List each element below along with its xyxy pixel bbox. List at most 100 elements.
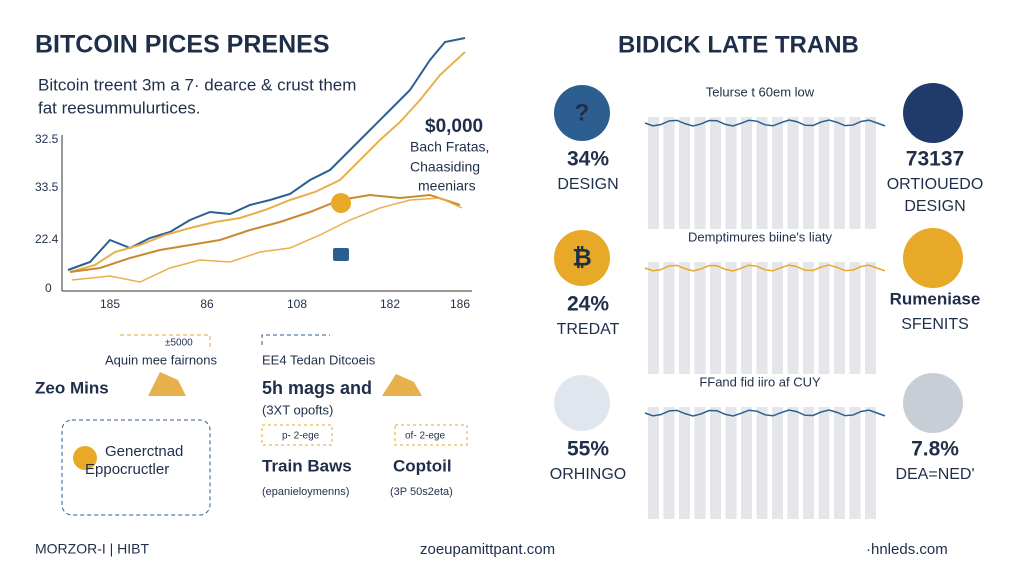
tag-box: [394, 424, 468, 446]
annotation: meeniars: [418, 178, 476, 194]
tag: p- 2-ege: [282, 431, 320, 442]
y-tick-label: 22.4: [35, 232, 59, 246]
footer-right: ·hnleds.com: [866, 541, 948, 558]
column: [787, 117, 799, 229]
column: [710, 117, 721, 229]
column: [865, 262, 876, 374]
trend-line: [644, 119, 886, 127]
box-text: Eppocructler: [85, 461, 169, 478]
y-tick-label: 0: [45, 281, 52, 295]
column: [787, 407, 799, 519]
column: [725, 117, 737, 229]
item-note: (epanieloymenns): [262, 486, 349, 498]
line-chart: 32.5 33.5 22.4 0 185 86 108 182 186 $0,0…: [35, 37, 489, 311]
column: [818, 407, 830, 519]
column: [663, 262, 675, 374]
line: [69, 51, 466, 273]
left-bottom: ±5000 Aquin mee fairnons Zeo Mins Generc…: [35, 334, 218, 516]
column: [694, 262, 706, 374]
footer-middle: zoeupamittpant.com: [420, 541, 555, 558]
column: [865, 117, 876, 229]
x-tick-label: 182: [380, 297, 400, 311]
column: [756, 262, 768, 374]
column: [725, 262, 737, 374]
column: [849, 262, 861, 374]
column: [648, 262, 659, 374]
coins-icon: [382, 374, 422, 396]
column: [741, 262, 752, 374]
y-tick-label: 32.5: [35, 132, 59, 146]
icon: [554, 230, 610, 286]
icon-glyph: ₿: [572, 244, 592, 271]
icon: [903, 373, 963, 433]
column: [772, 407, 783, 519]
mid-bottom: EE4 Tedan Ditcoeis 5h mags and (3XT opof…: [261, 334, 468, 498]
dashed-box: [61, 419, 211, 516]
column: [663, 407, 675, 519]
right-label: DESIGN: [904, 198, 965, 215]
column: [648, 407, 659, 519]
left-value: 55%: [567, 438, 609, 461]
column: [803, 117, 814, 229]
tag: ±5000: [165, 338, 193, 349]
caption: Aquin mee fairnons: [105, 352, 218, 367]
column: [694, 407, 706, 519]
column: [865, 407, 876, 519]
title: BITCOIN PICES PRENES: [35, 31, 330, 59]
line: [67, 37, 466, 271]
left-label: ORHINGO: [550, 466, 626, 483]
tag-box: [261, 424, 333, 446]
right-value: 73137: [906, 148, 964, 171]
icon-glyph: ?: [575, 99, 590, 126]
column: [648, 117, 659, 229]
column: [725, 407, 737, 519]
left-label: TREDAT: [557, 321, 620, 338]
icon: [903, 83, 963, 143]
column: [787, 262, 799, 374]
right-value: 7.8%: [911, 438, 959, 461]
column: [834, 407, 845, 519]
box-text: Generctnad: [105, 443, 183, 460]
x-tick-label: 185: [100, 297, 120, 311]
caption: Demptimures biine's liaty: [688, 229, 833, 244]
column: [834, 262, 845, 374]
line: [69, 193, 461, 273]
caption: FFand fid iiro af CUY: [699, 374, 821, 389]
right-rows: Telurse t 60em low? 34% DESIGN 73137 ORTIOUE…: [550, 83, 983, 519]
x-tick-label: 186: [450, 297, 470, 311]
annotation: Bach Fratas,: [410, 139, 489, 155]
coins-icon: [148, 372, 186, 396]
column: [756, 407, 768, 519]
footer-left: MORZOR-I | HIBT: [35, 541, 150, 557]
connector: [261, 334, 330, 345]
subtitle: Bitcoin treent 3m a 7· dearce & crust th…: [38, 75, 356, 94]
left-value: 34%: [567, 148, 609, 171]
column: [818, 117, 830, 229]
trend-line: [644, 264, 886, 272]
column: [741, 407, 752, 519]
left-value: 24%: [567, 293, 609, 316]
column: [834, 117, 845, 229]
x-tick-label: 86: [200, 297, 214, 311]
caption: EE4 Tedan Ditcoeis: [262, 352, 376, 367]
column: [849, 117, 861, 229]
annotation-value: $0,000: [425, 116, 483, 137]
column: [679, 407, 690, 519]
lock-icon: [333, 248, 349, 261]
column: [803, 407, 814, 519]
item-note: (3P 50s2eta): [390, 486, 453, 498]
icon: [903, 228, 963, 288]
heading: Zeo Mins: [35, 378, 109, 397]
column: [710, 407, 721, 519]
column: [679, 262, 690, 374]
heading: 5h mags and: [262, 378, 372, 398]
item-title: Coptoil: [393, 456, 452, 475]
tag: of- 2-ege: [405, 431, 445, 442]
y-tick-label: 33.5: [35, 180, 59, 194]
column: [756, 117, 768, 229]
marker-icon: [331, 193, 351, 213]
sub: (3XT opofts): [262, 402, 333, 417]
column: [663, 117, 675, 229]
line: [71, 197, 463, 283]
